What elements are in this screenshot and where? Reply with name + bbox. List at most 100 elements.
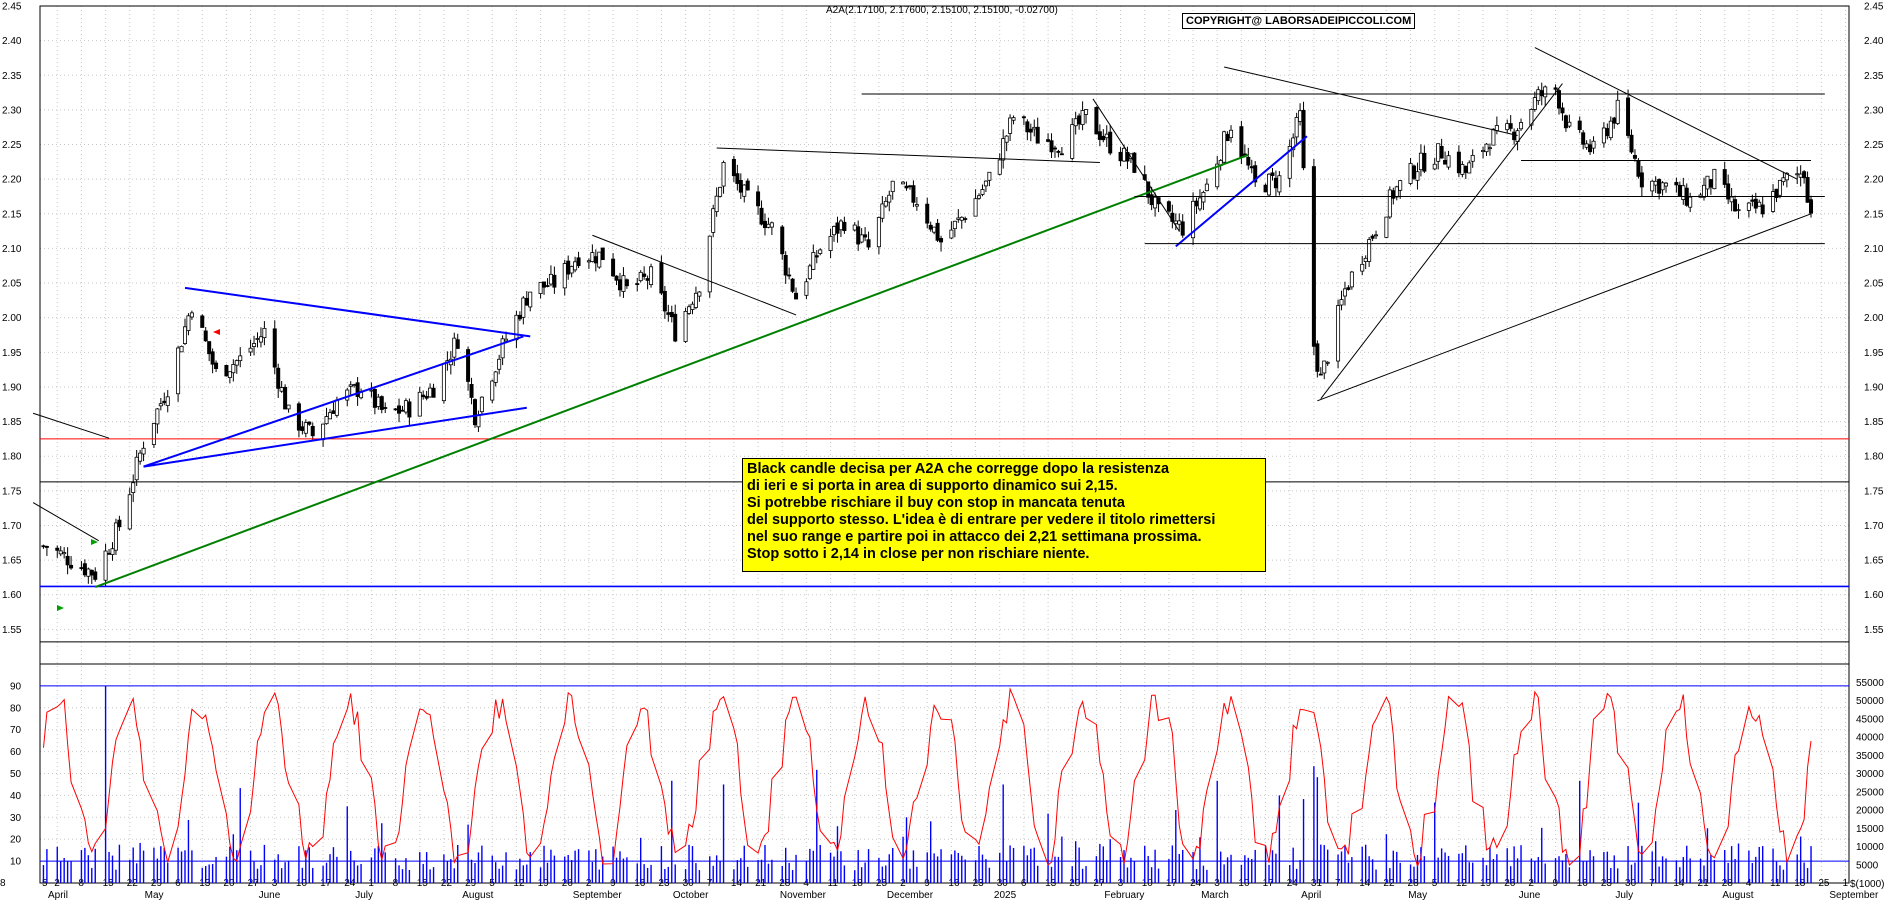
candle-body [1463,165,1468,173]
candle-body [1360,263,1365,272]
day-tick: 7 [707,878,713,889]
price-tick-right: 2.35 [1864,71,1884,82]
price-tick-right: 1.95 [1864,348,1884,359]
candle-body [1204,183,1209,192]
day-tick: 20 [1069,878,1081,889]
candle-body [1070,124,1075,159]
candle-body [932,226,937,233]
candle-body [1470,154,1475,162]
candle-body [1543,86,1548,98]
day-tick: 31 [1311,878,1323,889]
price-tick-left: 2.15 [2,209,22,220]
candle-body [811,252,816,270]
candle-body [1094,107,1099,135]
candle-body [1028,128,1033,133]
candle-body [1246,157,1251,166]
candle-body [1056,150,1061,153]
candle-body [600,247,605,261]
candle-body [673,313,678,342]
candle-body [1439,146,1444,159]
candle-body [1781,177,1786,183]
candle-body [1021,116,1026,119]
volume-tick: 15000 [1856,824,1884,835]
day-tick: 1 [1843,878,1849,889]
candle-body [272,328,277,368]
candle-body [759,207,764,225]
day-tick: 7 [1649,878,1655,889]
trend-line [1534,47,1798,180]
candle-body [1612,117,1617,124]
price-tick-left: 1.65 [2,556,22,567]
candle-body [258,336,263,343]
price-tick-left: 2.25 [2,140,22,151]
candle-body [379,396,384,410]
month-label: 2025 [994,890,1017,901]
candle-body [65,555,70,566]
price-tick-left: 1.80 [2,452,22,463]
candle-body [1374,234,1379,237]
candle-body [79,567,84,569]
volume-unit: $(1000) [1850,879,1884,890]
annotation-line-1: Black candle decisa per A2A che corregge… [747,461,1170,477]
volume-tick: 20000 [1856,806,1884,817]
volume-tick: 30000 [1856,769,1884,780]
candle-body [1315,343,1320,372]
volume-tick: 40000 [1856,733,1884,744]
day-tick: 23 [658,878,670,889]
candle-body [176,347,181,395]
candle-body [756,191,761,207]
day-tick: 24 [344,878,356,889]
day-tick: 2 [54,878,60,889]
candle-body [134,456,139,481]
candle-body [158,403,163,407]
candle-body [455,339,460,349]
candle-body [1325,361,1330,364]
candle-body [977,195,982,199]
day-tick: 27 [1093,878,1105,889]
candle-body [1805,177,1810,203]
candle-body [573,261,578,271]
day-tick: 25 [876,878,888,889]
day-tick: 26 [1504,878,1516,889]
day-tick: 2 [900,878,906,889]
price-tick-left: 2.20 [2,175,22,186]
month-label: November [780,890,827,901]
candle-body [528,291,533,308]
day-tick: 22 [127,878,139,889]
day-tick: 1 [368,878,374,889]
candle-body [214,362,219,369]
day-tick: 28 [1408,878,1420,889]
candle-body [248,347,253,353]
candle-body [321,423,326,441]
day-tick: 3 [1214,878,1220,889]
candle-body [1632,155,1637,159]
buy-signal-arrow [57,605,64,611]
candle-body [1318,373,1323,376]
trend-line [32,502,99,542]
candle-body [210,351,215,365]
candle-body [1267,173,1272,196]
candle-body [383,407,388,409]
day-tick: 15 [417,878,429,889]
candle-body [1084,109,1089,115]
candle-body [635,283,640,285]
candle-body [1722,169,1727,185]
candle-body [1588,144,1593,153]
candle-body [1277,175,1282,193]
month-label: June [259,890,281,901]
candle-body [980,189,985,195]
candle-body [1004,135,1009,143]
day-tick: 9 [610,878,616,889]
candle-body [856,226,861,245]
candle-body [1702,184,1707,198]
day-tick: 4 [1746,878,1752,889]
day-tick: 30 [1625,878,1637,889]
day-tick: 24 [1190,878,1202,889]
candle-body [586,260,591,263]
oscillator-line [43,687,1812,868]
candle-body [576,257,581,267]
candle-body [1384,216,1389,238]
candle-body [1505,123,1510,131]
candle-body [138,452,143,462]
day-tick: 8 [78,878,84,889]
